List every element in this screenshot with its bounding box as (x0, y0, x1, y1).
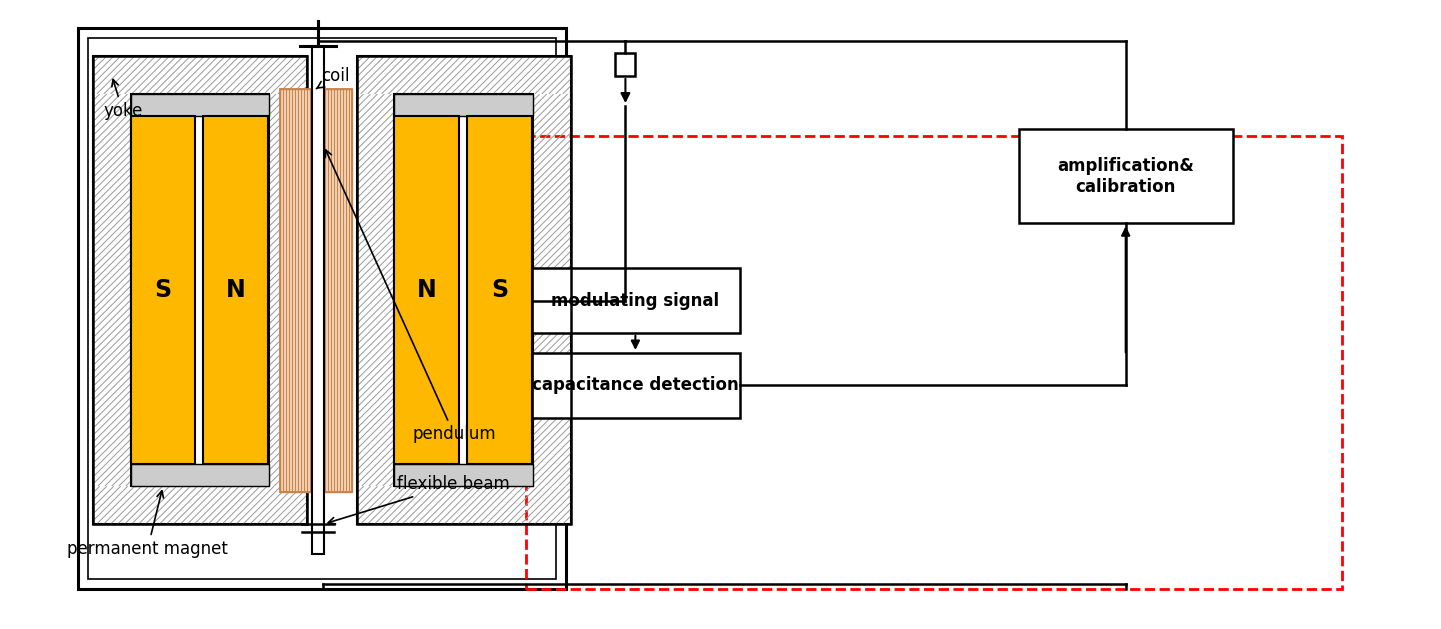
Polygon shape (356, 486, 571, 524)
Bar (395, 94, 533, 486)
Bar (131, 464, 269, 486)
Text: coil: coil (317, 67, 350, 89)
Bar (131, 116, 196, 464)
Bar (356, 56, 571, 524)
Bar (280, 89, 352, 493)
Bar (78, 28, 566, 589)
Text: capacitance detection: capacitance detection (532, 376, 739, 394)
Bar (395, 94, 533, 116)
Bar (526, 136, 1342, 589)
Bar (530, 268, 739, 333)
Text: N: N (226, 278, 245, 302)
Bar (203, 116, 268, 464)
Bar (395, 464, 533, 486)
Bar (467, 116, 532, 464)
Bar (131, 94, 269, 486)
Text: yoke: yoke (102, 79, 143, 120)
Polygon shape (533, 94, 571, 486)
Text: modulating signal: modulating signal (552, 292, 719, 309)
Bar (1019, 129, 1232, 223)
Bar (395, 94, 533, 486)
Polygon shape (356, 56, 571, 94)
Polygon shape (92, 94, 131, 486)
Text: S: S (491, 278, 509, 302)
Text: pendulum: pendulum (326, 150, 496, 443)
Bar (92, 56, 307, 524)
Text: amplification&
calibration: amplification& calibration (1058, 157, 1195, 196)
Polygon shape (269, 94, 307, 486)
Bar (280, 89, 352, 493)
Bar (131, 94, 269, 486)
Bar (530, 353, 739, 418)
Polygon shape (356, 94, 395, 486)
Bar (615, 53, 635, 76)
Bar (92, 56, 307, 524)
Text: permanent magnet: permanent magnet (68, 491, 228, 558)
Bar (356, 56, 571, 524)
Bar (88, 38, 556, 579)
Text: N: N (416, 278, 437, 302)
Text: flexible beam: flexible beam (329, 476, 510, 524)
Bar (395, 116, 460, 464)
Text: S: S (154, 278, 171, 302)
Polygon shape (92, 486, 307, 524)
Bar (131, 94, 269, 116)
Bar (131, 94, 269, 486)
Polygon shape (92, 56, 307, 94)
Bar (395, 94, 533, 486)
Bar (311, 46, 324, 554)
